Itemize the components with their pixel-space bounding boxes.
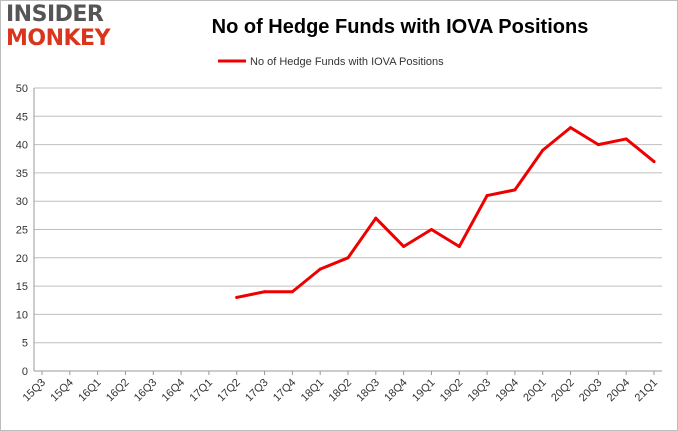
x-tick-label: 18Q4 <box>382 377 410 405</box>
y-tick-label: 50 <box>16 83 28 95</box>
y-tick-label: 25 <box>16 225 28 237</box>
insider-monkey-logo: INSIDER MONKEY <box>6 4 126 50</box>
legend-label: No of Hedge Funds with IOVA Positions <box>250 56 444 68</box>
data-point <box>235 295 239 299</box>
logo-text-bottom: MONKEY <box>6 26 111 51</box>
series-line-0 <box>235 126 656 299</box>
x-tick-label: 17Q2 <box>215 377 243 405</box>
data-point <box>318 267 322 271</box>
y-tick-labels: 0 5 10 15 20 25 30 35 40 45 50 <box>16 83 28 378</box>
data-point <box>263 290 267 294</box>
data-point <box>346 256 350 260</box>
x-tick-label: 17Q3 <box>243 377 271 405</box>
x-tick-label: 16Q3 <box>132 377 160 405</box>
y-tick-label: 20 <box>16 253 28 265</box>
y-tick-label: 0 <box>22 366 28 378</box>
data-point <box>569 126 573 130</box>
y-tick-label: 15 <box>16 281 28 293</box>
y-tick-label: 35 <box>16 168 28 180</box>
x-tick-label: 15Q3 <box>21 377 49 405</box>
series-lines <box>235 126 656 299</box>
data-point <box>485 194 489 198</box>
x-tick-label: 19Q2 <box>438 377 466 405</box>
data-point <box>513 188 517 192</box>
data-point <box>624 137 628 141</box>
data-point <box>541 148 545 152</box>
x-tick-label: 16Q2 <box>104 377 132 405</box>
data-point <box>429 228 433 231</box>
data-point <box>402 244 406 248</box>
x-tick-label: 20Q2 <box>549 377 577 405</box>
x-tick-label: 18Q3 <box>354 377 382 405</box>
x-tick-label: 16Q1 <box>76 377 104 405</box>
data-point <box>457 244 461 248</box>
logo-text-top: INSIDER <box>6 2 104 27</box>
x-tick-label: 20Q1 <box>521 377 549 405</box>
data-point <box>652 160 656 164</box>
x-tick-label: 19Q3 <box>466 377 494 405</box>
axes <box>33 88 662 375</box>
y-tick-label: 40 <box>16 140 28 152</box>
x-tick-label: 16Q4 <box>160 377 188 405</box>
y-tick-label: 45 <box>16 111 28 123</box>
y-tick-label: 10 <box>16 309 28 321</box>
x-tick-label: 15Q4 <box>48 377 76 405</box>
legend: No of Hedge Funds with IOVA Positions <box>218 56 444 68</box>
data-point <box>290 290 294 294</box>
x-tick-label: 21Q1 <box>633 377 661 405</box>
x-tick-labels: 15Q3 15Q4 16Q1 16Q2 16Q3 16Q4 17Q1 17Q2 17Q3 17Q4… <box>21 377 661 405</box>
y-tick-label: 5 <box>22 338 28 350</box>
grid-lines <box>34 87 662 372</box>
x-tick-label: 20Q4 <box>605 377 633 405</box>
x-tick-label: 18Q1 <box>299 377 327 405</box>
data-point <box>374 216 378 220</box>
x-tick-label: 20Q3 <box>577 377 605 405</box>
x-tick-label: 18Q2 <box>327 377 355 405</box>
chart-title: No of Hedge Funds with IOVA Positions <box>211 16 589 38</box>
data-point <box>596 143 600 147</box>
x-tick-label: 17Q4 <box>271 377 299 405</box>
x-tick-label: 19Q4 <box>494 377 522 405</box>
x-tick-label: 17Q1 <box>188 377 216 405</box>
x-tick-label: 19Q1 <box>410 377 438 405</box>
y-tick-label: 30 <box>16 196 28 208</box>
